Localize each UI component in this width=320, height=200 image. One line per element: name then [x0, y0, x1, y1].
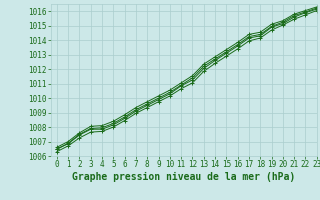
X-axis label: Graphe pression niveau de la mer (hPa): Graphe pression niveau de la mer (hPa) — [72, 172, 296, 182]
